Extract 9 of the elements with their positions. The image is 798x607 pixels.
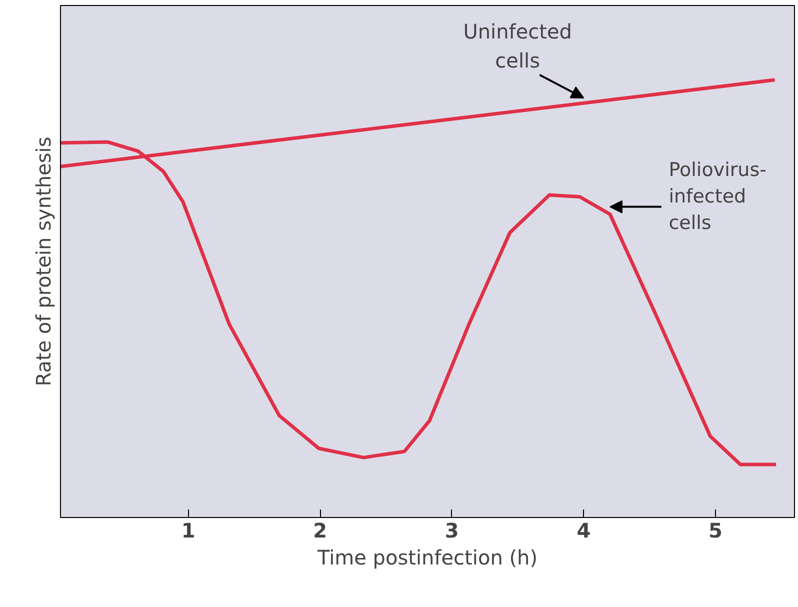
y-axis-title: Rate of protein synthesis xyxy=(32,136,56,386)
x-tick-label: 2 xyxy=(313,518,328,542)
annotation: Uninfected cells xyxy=(463,20,572,72)
x-tick-label: 4 xyxy=(576,518,591,542)
annotation: Poliovirus-infected cells xyxy=(668,159,766,234)
x-tick-label: 3 xyxy=(444,518,459,542)
x-axis-title: Time postinfection (h) xyxy=(316,546,538,570)
x-tick-label: 1 xyxy=(181,518,196,542)
x-tick-label: 5 xyxy=(708,518,722,542)
